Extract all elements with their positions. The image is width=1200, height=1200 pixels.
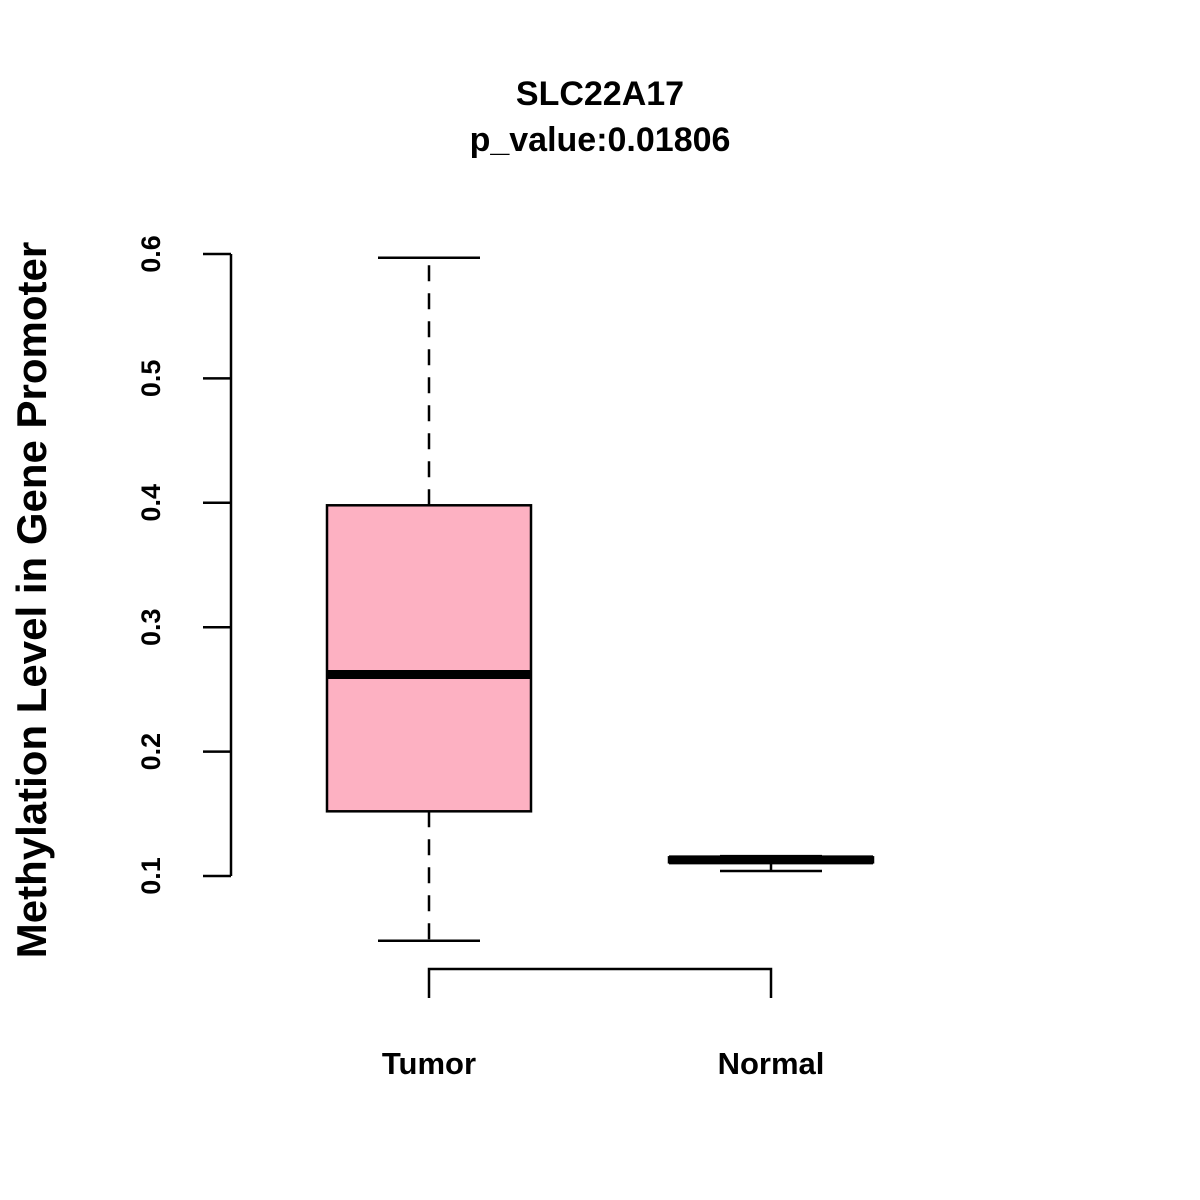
x-axis-labels: Tumor Normal <box>382 1046 824 1081</box>
box-tumor <box>325 256 533 942</box>
comparison-bracket <box>427 967 773 998</box>
y-tick-label: 0.3 <box>136 608 166 646</box>
y-tick-label: 0.4 <box>136 484 166 522</box>
chart-subtitle: p_value:0.01806 <box>470 121 731 159</box>
chart-title: SLC22A17 <box>516 75 684 113</box>
y-axis-label: Methylation Level in Gene Promoter <box>8 242 55 958</box>
bracket-line <box>427 967 773 998</box>
x-tick-label-tumor: Tumor <box>382 1046 476 1081</box>
y-tick-label: 0.5 <box>136 360 166 398</box>
y-tick-label: 0.1 <box>136 857 166 895</box>
boxes-layer <box>325 256 875 942</box>
x-tick-label-normal: Normal <box>718 1046 825 1081</box>
iqr-box <box>325 504 533 813</box>
box-normal <box>667 854 875 873</box>
y-axis: 0.1 0.2 0.3 0.4 0.5 0.6 <box>136 235 233 895</box>
y-tick-label: 0.2 <box>136 733 166 771</box>
y-tick-label: 0.6 <box>136 235 166 273</box>
